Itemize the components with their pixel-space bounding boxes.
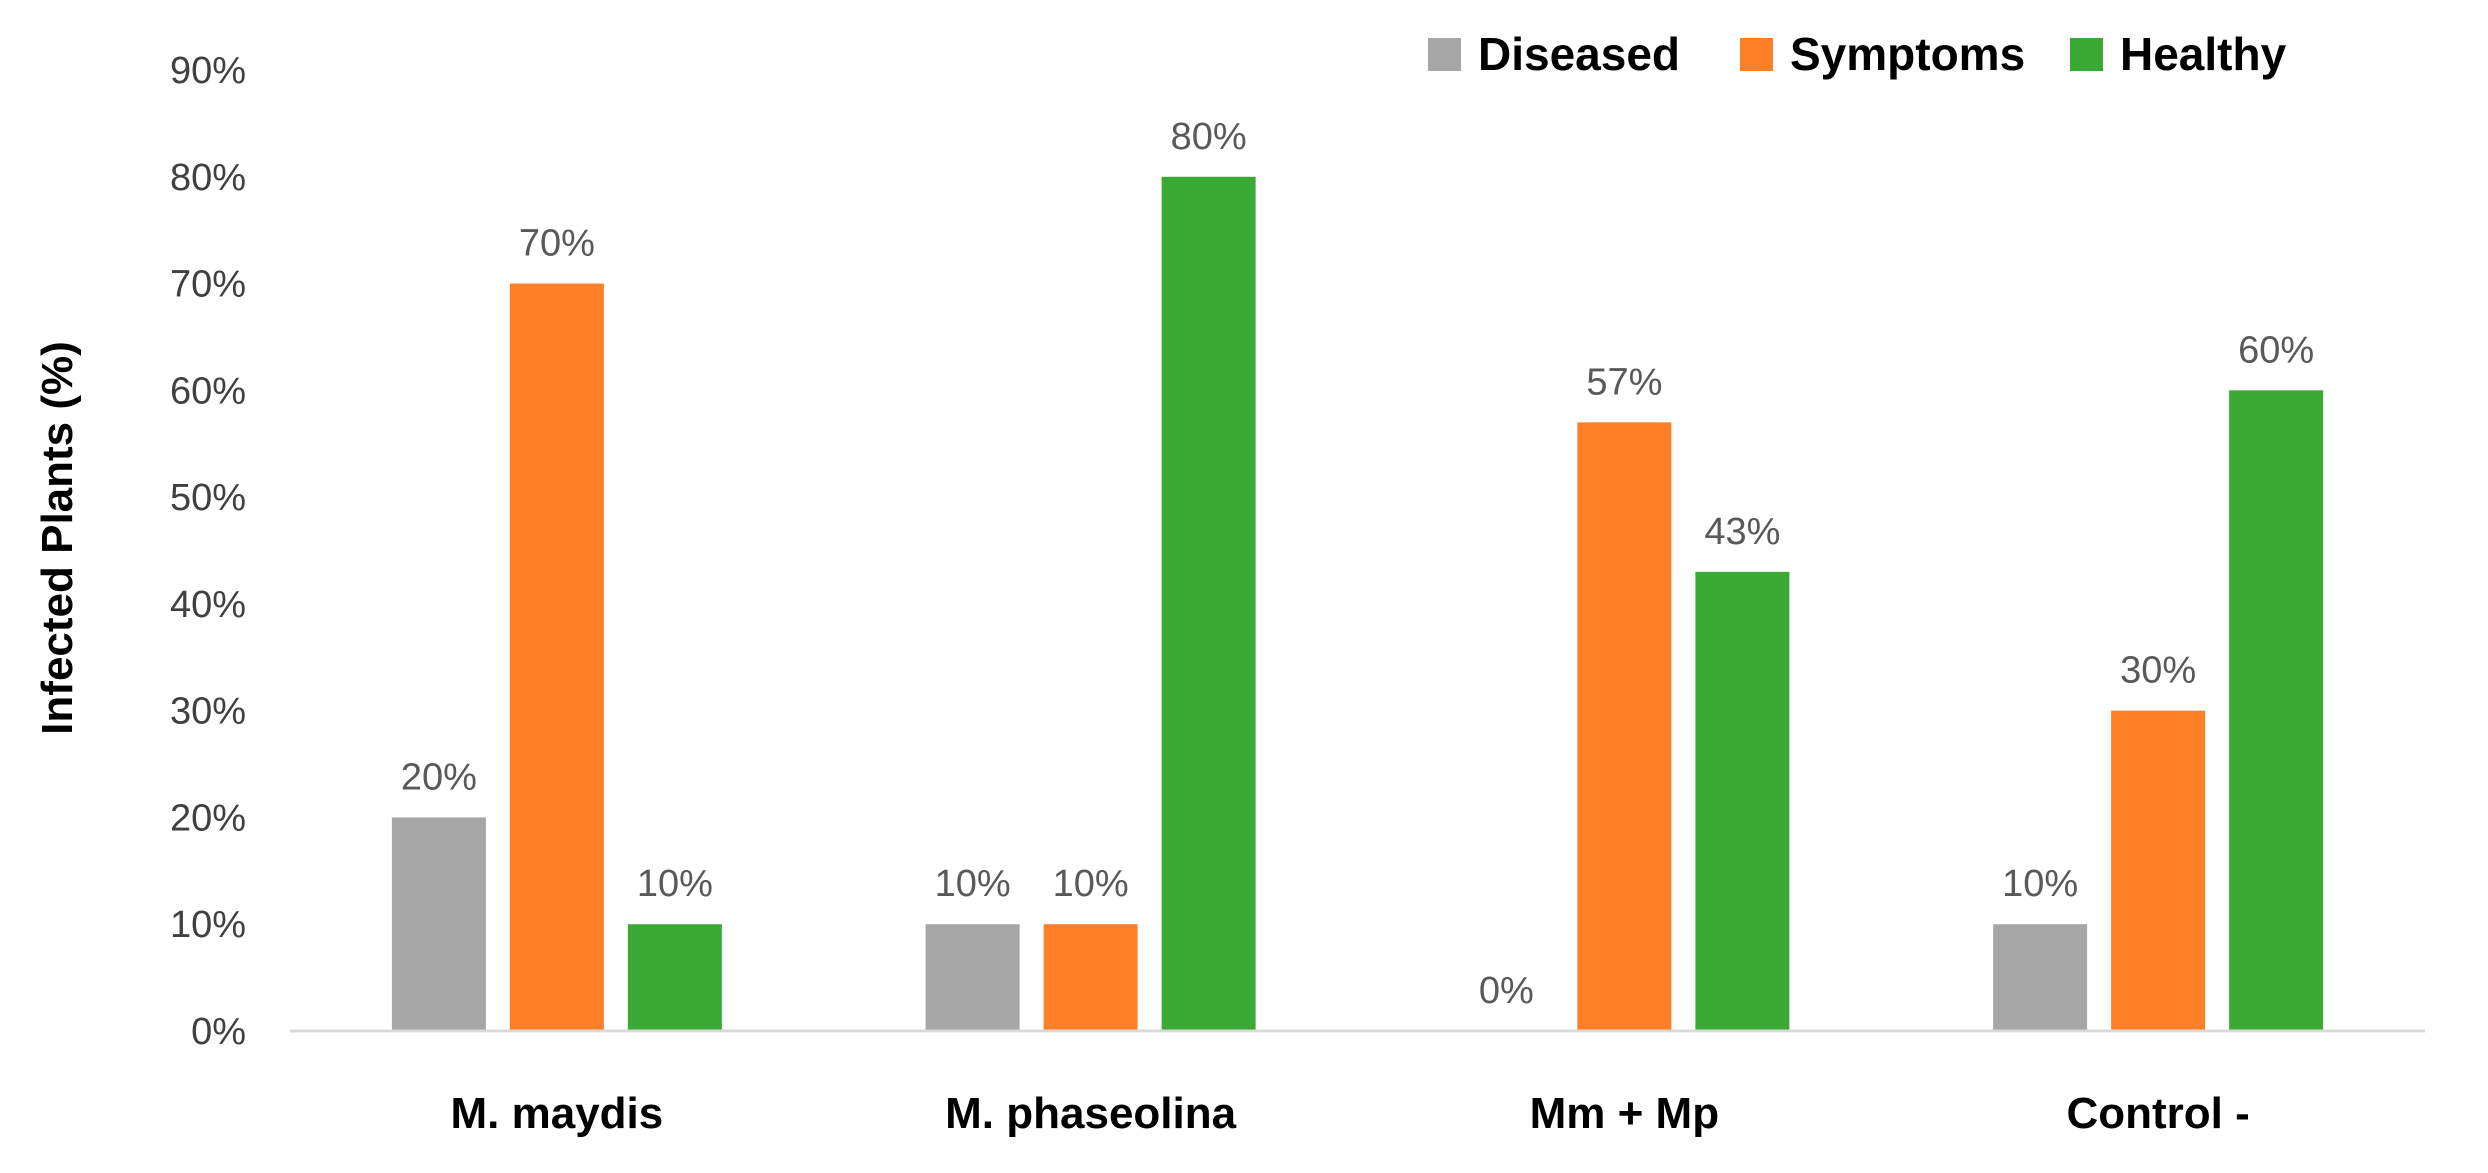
y-tick-label: 30% [170,691,246,733]
legend-label-symptoms: Symptoms [1790,28,2025,80]
legend-swatch-healthy [2070,38,2103,71]
data-label-symptoms-4: 30% [2120,650,2196,692]
data-label-symptoms-2: 10% [1053,863,1129,905]
data-label-diseased-1: 20% [401,756,477,798]
bar-symptoms-3 [1577,422,1672,1031]
bar-healthy-4 [2229,390,2324,1031]
data-label-healthy-4: 60% [2238,329,2314,371]
data-label-healthy-3: 43% [1704,511,1780,553]
y-tick-label: 90% [170,50,246,92]
legend-swatch-diseased [1428,38,1461,71]
x-category-label: M. phaseolina [945,1089,1236,1138]
bar-symptoms-4 [2111,710,2206,1031]
x-category-label: Mm + Mp [1530,1089,1719,1138]
bar-symptoms-2 [1043,924,1138,1031]
y-tick-label: 60% [170,370,246,412]
data-label-diseased-4: 10% [2002,863,2078,905]
y-tick-label: 80% [170,157,246,199]
y-tick-label: 70% [170,264,246,306]
y-axis-ticks: 0% 10% 20% 30% 40% 50% 60% 70% 80% 90% [170,50,246,1053]
legend-swatch-symptoms [1740,38,1773,71]
y-tick-label: 20% [170,797,246,839]
y-tick-label: 40% [170,584,246,626]
data-label-healthy-1: 10% [637,863,713,905]
bar-diseased-4 [1993,924,2088,1031]
data-label-symptoms-3: 57% [1586,361,1662,403]
y-tick-label: 0% [191,1011,246,1053]
x-axis-labels: M. maydis M. phaseolina Mm + Mp Control - [451,1089,2250,1138]
bar-healthy-3 [1695,571,1790,1031]
bar-diseased-2 [925,924,1020,1031]
bar-healthy-1 [627,924,722,1031]
legend: Diseased Symptoms Healthy [1428,28,2287,80]
y-tick-label: 10% [170,904,246,946]
bar-diseased-1 [391,817,486,1031]
bars [391,176,2324,1031]
bar-healthy-2 [1161,176,1256,1031]
data-labels: 20% 70% 10% 10% 10% 80% 0% 57% 43% 10% 30% 60% [401,116,2314,1012]
x-category-label: M. maydis [451,1089,664,1138]
data-label-symptoms-1: 70% [519,223,595,265]
data-label-diseased-3: 0% [1479,970,1534,1012]
data-label-healthy-2: 80% [1171,116,1247,158]
x-category-label: Control - [2066,1089,2249,1138]
legend-label-healthy: Healthy [2120,28,2287,80]
bar-symptoms-1 [509,283,604,1031]
legend-label-diseased: Diseased [1478,28,1680,80]
data-label-diseased-2: 10% [935,863,1011,905]
y-tick-label: 50% [170,477,246,519]
y-axis-title: Infected Plants (%) [33,341,82,735]
